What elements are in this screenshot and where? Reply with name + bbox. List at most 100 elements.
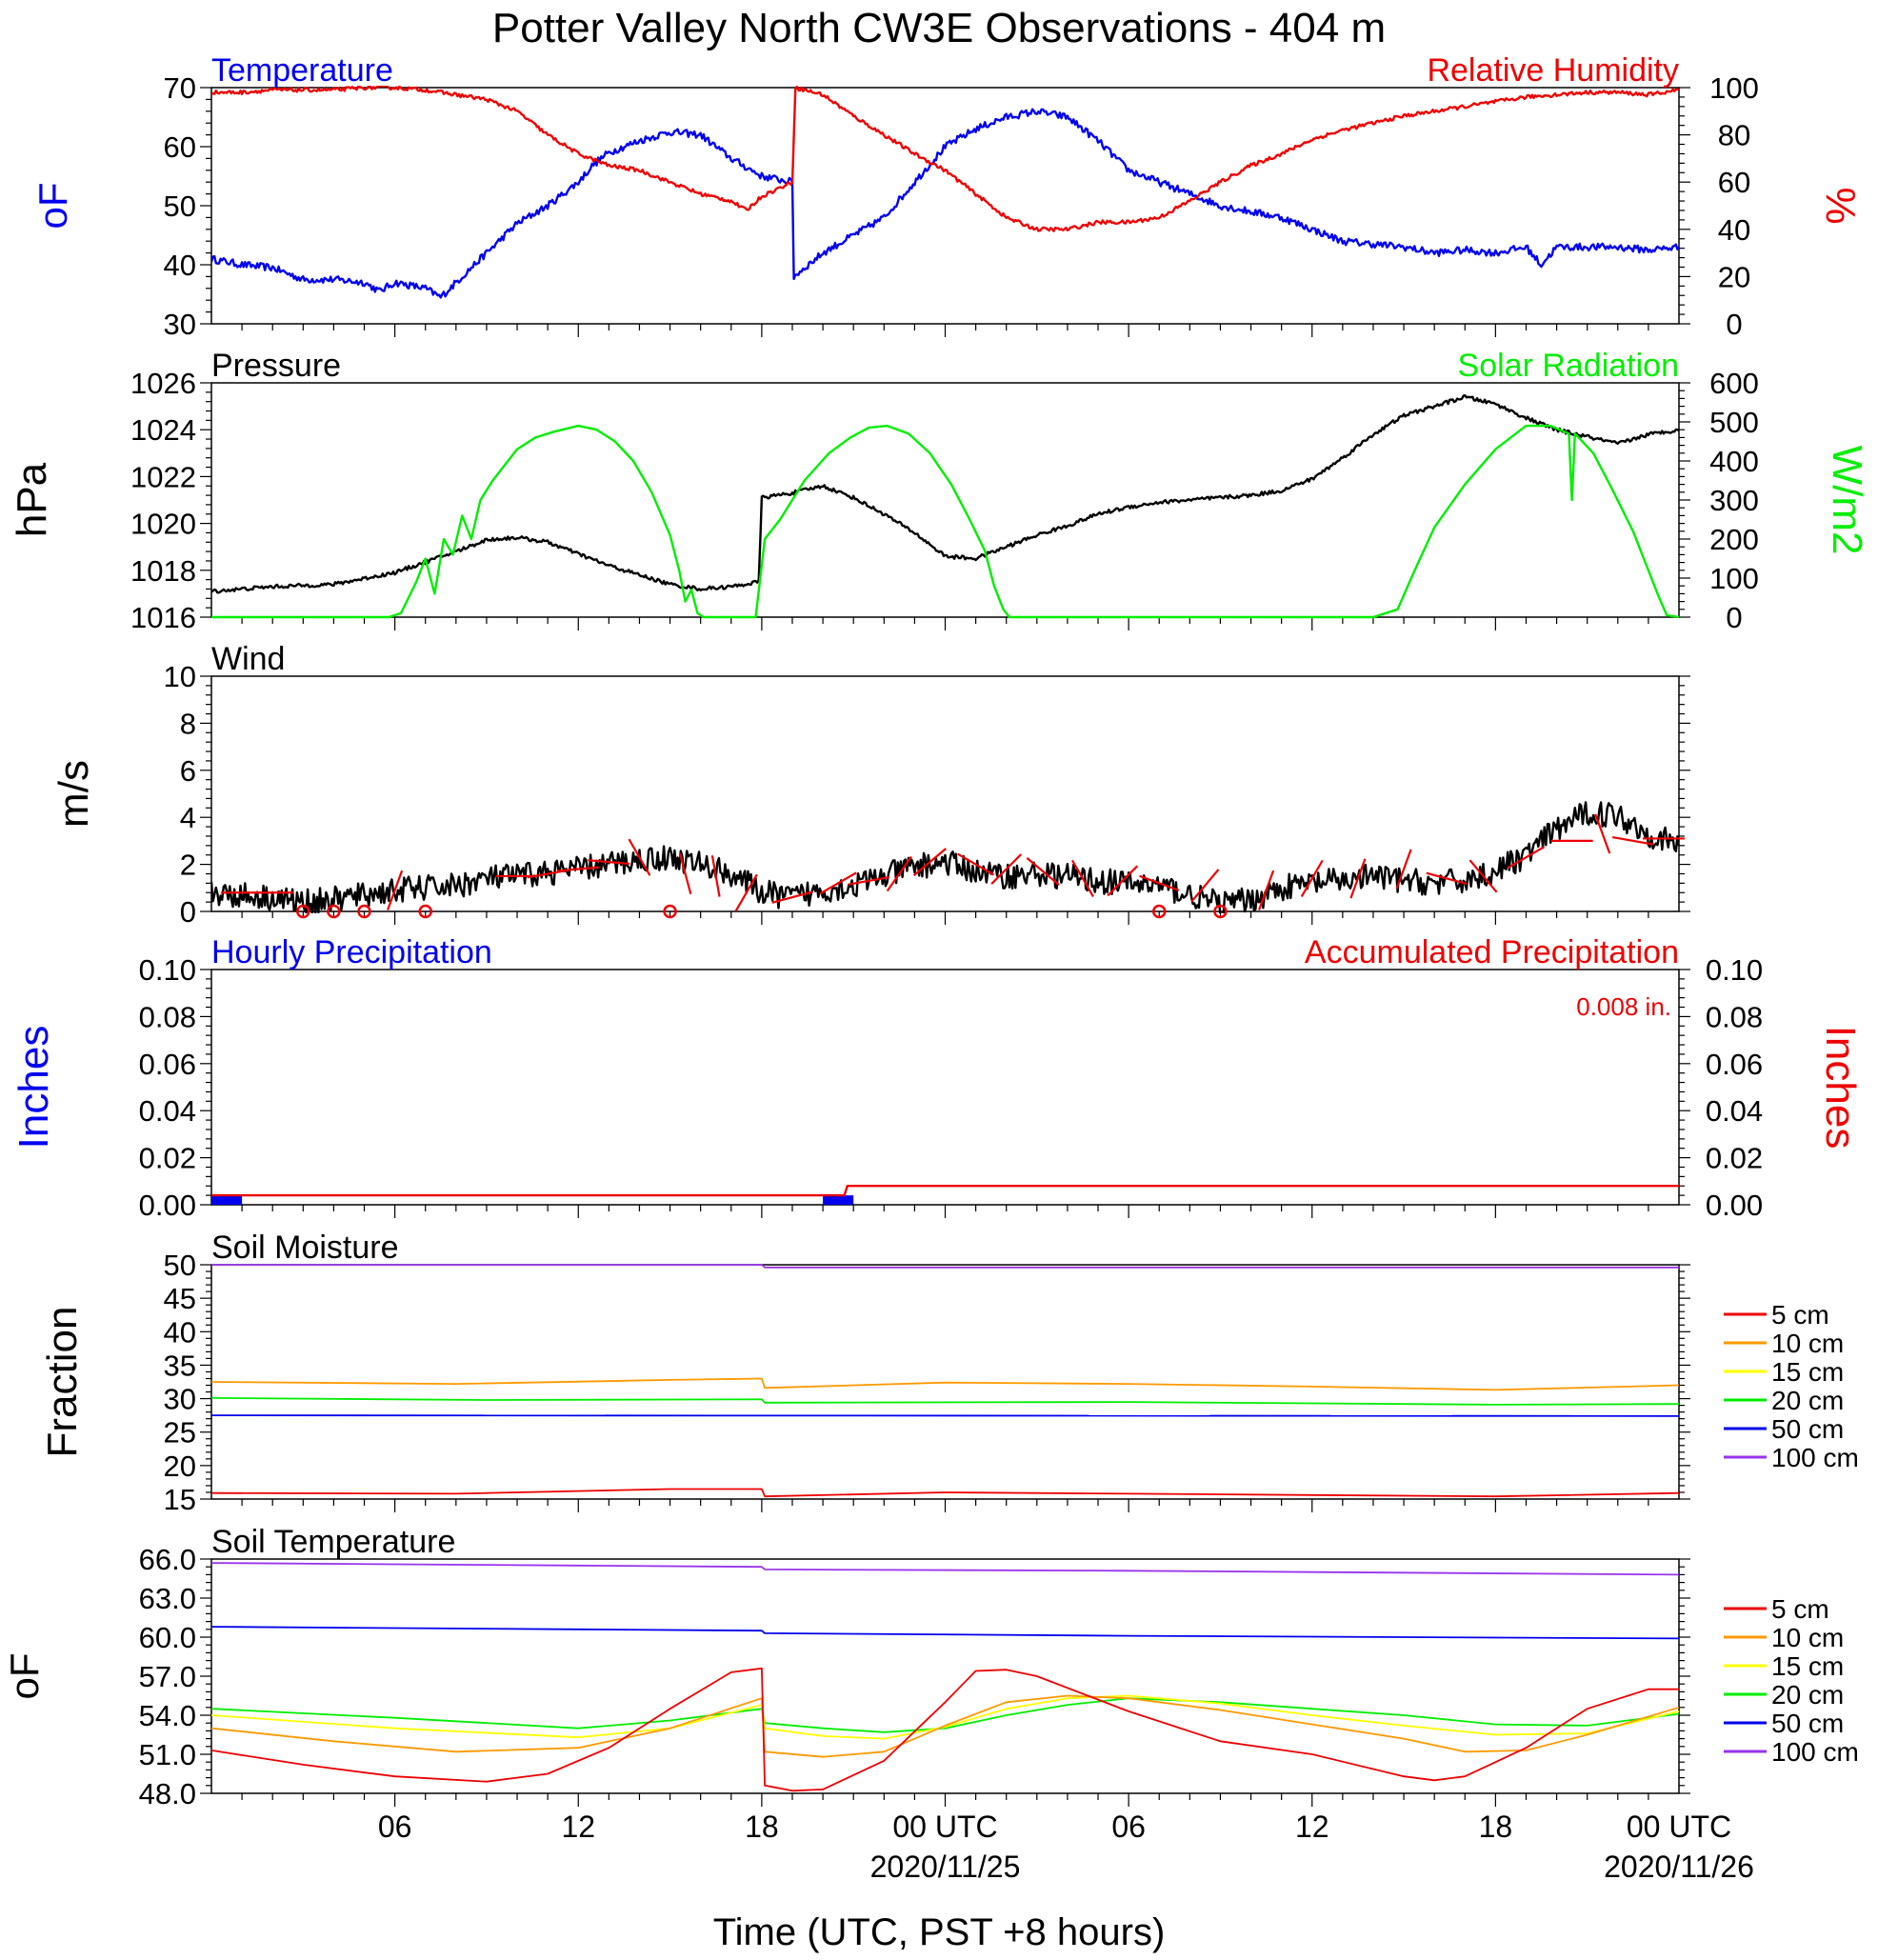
legend-label: 10 cm <box>1771 1623 1844 1652</box>
y-tick-label-left: 10 <box>164 660 196 693</box>
panel-pressure-solar: 1016 1018 1020 1022 1024 1026 0 100 200 300 400 500… <box>9 348 1870 634</box>
panel-title-right: Solar Radiation <box>1458 348 1679 384</box>
wind-barb <box>387 870 404 910</box>
y-axis-label-left: oF <box>2 1652 47 1699</box>
y-tick-label-left: 0.08 <box>139 1000 196 1033</box>
wind-barb <box>734 873 758 911</box>
calm-wind-marker <box>357 904 371 919</box>
y-axis-label-right: % <box>1817 187 1864 224</box>
y-tick-label-left: 0.06 <box>139 1048 196 1081</box>
y-axis-label-left: Fraction <box>39 1307 86 1458</box>
series-group <box>211 394 1679 619</box>
y-tick-label-right: 80 <box>1718 119 1750 152</box>
wind-barb <box>1107 865 1139 897</box>
wind-barb <box>957 852 995 876</box>
panel-soil-temperature: 48.0 51.0 54.0 57.0 60.0 63.0 66.0 Soil Tempera… <box>2 1524 1859 1810</box>
series-line-5-cm <box>211 1667 1679 1792</box>
y-tick-label-left: 60 <box>164 130 196 164</box>
x-tick-label: 06 <box>1111 1810 1146 1844</box>
y-tick-label-left: 1022 <box>130 460 196 493</box>
wind-barb <box>1426 871 1468 886</box>
series-group <box>211 1185 1679 1197</box>
plot-frame <box>210 675 1680 912</box>
wind-barb <box>1258 870 1275 910</box>
series-line-100-cm <box>211 1562 1679 1576</box>
wind-barb <box>819 871 857 895</box>
legend-label: 15 cm <box>1771 1651 1844 1681</box>
y-tick-label-left: 4 <box>180 801 196 834</box>
series-line-red <box>211 1185 1679 1197</box>
y-tick-label-left: 0.00 <box>139 1189 196 1222</box>
series-line-black <box>211 394 1679 594</box>
wind-barb <box>1611 835 1654 846</box>
y-axis-label-left: oF <box>30 182 75 229</box>
legend-label: 5 cm <box>1771 1594 1829 1624</box>
y-tick-label-left: 51.0 <box>139 1738 196 1771</box>
y-tick-label-right: 0.10 <box>1706 953 1763 987</box>
wind-barb <box>1071 859 1094 898</box>
y-tick-label-left: 1024 <box>130 413 196 447</box>
y-tick-label-right: 300 <box>1709 484 1759 517</box>
legend-label: 20 cm <box>1771 1386 1844 1415</box>
accumulated-total: 0.008 in. <box>1576 992 1671 1021</box>
y-tick-label-left: 50 <box>164 190 196 223</box>
y-tick-label-right: 0 <box>1726 308 1742 341</box>
y-tick-label-left: 40 <box>164 249 196 282</box>
wind-barb <box>848 875 890 886</box>
panel-title-left: Hourly Precipitation <box>211 934 492 970</box>
y-tick-label-right: 0.02 <box>1706 1142 1763 1175</box>
y-tick-label-left: 30 <box>164 1383 196 1416</box>
hourly-precip-bar <box>823 1195 854 1205</box>
legend-label: 5 cm <box>1771 1300 1829 1330</box>
y-tick-label-left: 48.0 <box>139 1777 196 1810</box>
y-tick-label-left: 20 <box>164 1450 196 1483</box>
wind-barb <box>1026 857 1060 886</box>
y-tick-label-right: 0.00 <box>1706 1189 1763 1222</box>
y-tick-label-right: 0.06 <box>1706 1048 1763 1081</box>
series-line-red <box>211 86 1679 232</box>
series-line-15-cm <box>211 1694 1679 1740</box>
y-tick-label-left: 8 <box>180 707 196 740</box>
wind-barb <box>588 859 630 866</box>
wind-barb <box>678 852 692 895</box>
plot-frame <box>210 1558 1680 1794</box>
wind-barb <box>990 853 1023 885</box>
wind-barb <box>1300 859 1324 898</box>
calm-wind-marker <box>296 904 310 919</box>
plot-frame <box>210 969 1680 1206</box>
calm-wind-marker <box>663 904 677 919</box>
wind-barb <box>1594 813 1611 854</box>
y-tick-label-right: 40 <box>1718 213 1750 247</box>
wind-barb <box>557 866 600 872</box>
y-tick-label-right: 100 <box>1709 71 1759 105</box>
wind-barb <box>912 848 948 877</box>
calm-wind-marker <box>418 904 432 919</box>
y-tick-label-left: 6 <box>180 754 196 788</box>
y-tick-label-left: 40 <box>164 1315 196 1349</box>
series-line-10-cm <box>211 1377 1679 1391</box>
y-tick-label-left: 50 <box>164 1249 196 1282</box>
y-tick-label-left: 0.02 <box>139 1142 196 1175</box>
wind-barb <box>628 838 651 876</box>
series-line-20-cm <box>211 1397 1679 1406</box>
x-tick-label: 06 <box>378 1810 412 1844</box>
series-line-50-cm <box>211 1626 1679 1640</box>
series-line-5-cm <box>211 1488 1679 1498</box>
y-tick-label-left: 57.0 <box>139 1660 196 1693</box>
panel-title-left: Soil Moisture <box>211 1230 399 1266</box>
y-tick-label-left: 15 <box>164 1483 196 1516</box>
x-tick-label: 00 UTC <box>1627 1810 1731 1844</box>
y-axis-label-left: Inches <box>10 1026 57 1150</box>
series-group <box>211 1562 1679 1792</box>
y-tick-label-left: 54.0 <box>139 1699 196 1732</box>
y-tick-label-left: 35 <box>164 1349 196 1382</box>
series-line-50-cm <box>211 1414 1679 1417</box>
chart-title: Potter Valley North CW3E Observations - … <box>492 5 1386 51</box>
series-line-20-cm <box>211 1697 1679 1733</box>
x-tick-label: 12 <box>561 1810 595 1844</box>
y-tick-label-left: 1018 <box>130 554 196 588</box>
y-tick-label-left: 70 <box>164 71 196 105</box>
y-tick-label-right: 0.08 <box>1706 1000 1763 1033</box>
hourly-precip-bar <box>211 1195 243 1205</box>
series-group <box>211 86 1679 299</box>
